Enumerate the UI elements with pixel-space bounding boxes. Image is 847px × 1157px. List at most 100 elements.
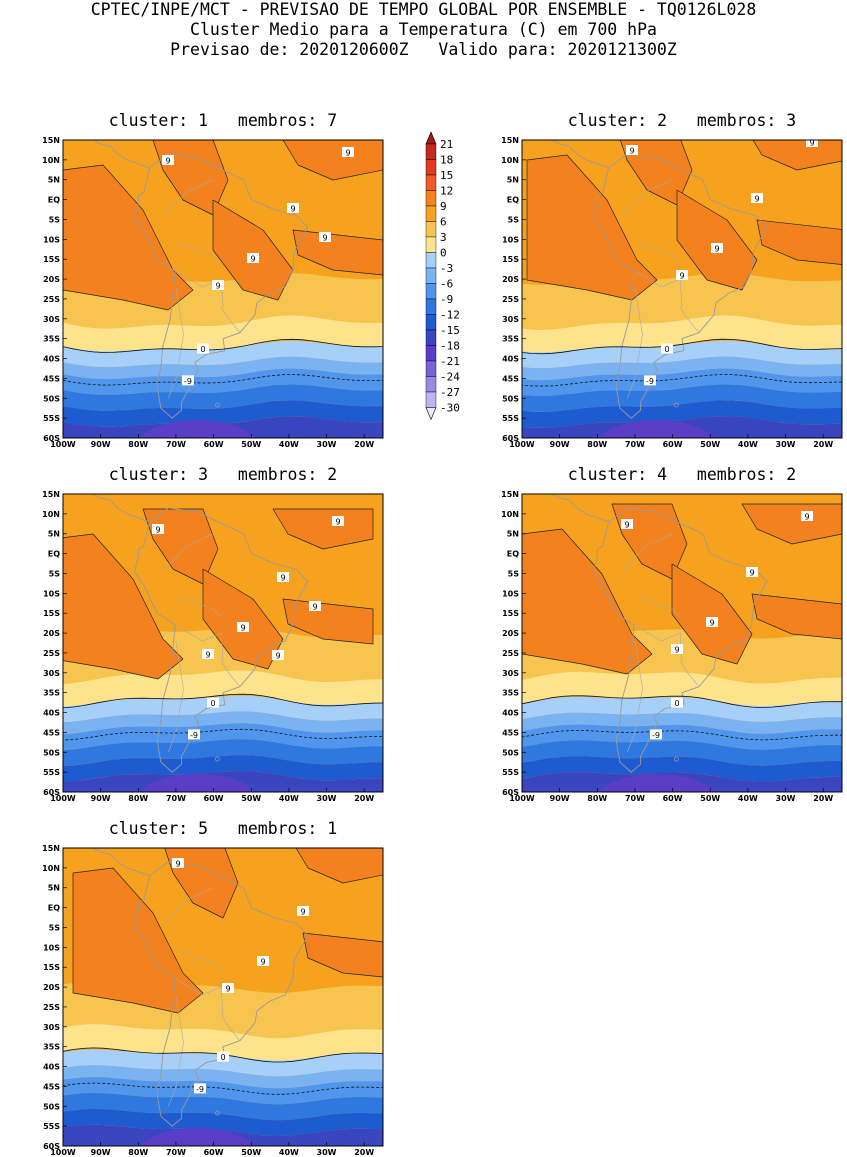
- contour-label-bg: [162, 155, 174, 165]
- contour-label: 9: [250, 255, 255, 264]
- lat-tick-label: 15N: [42, 844, 60, 853]
- lat-tick-label: 25S: [43, 649, 60, 658]
- temperature-band-0C: [522, 315, 842, 354]
- lat-tick-label: 20S: [43, 983, 60, 992]
- lon-tick-label: 90W: [550, 440, 570, 449]
- contour-label: 9: [754, 195, 759, 204]
- temperature-band-minus15C: [63, 400, 383, 427]
- colorbar-tick-label: 3: [440, 231, 447, 244]
- lat-tick-label: 25S: [502, 295, 519, 304]
- lat-tick-label: 60S: [43, 788, 60, 797]
- lat-tick-label: 25S: [502, 649, 519, 658]
- lat-tick-label: 25S: [43, 1003, 60, 1012]
- contour-label-bg: [650, 729, 662, 740]
- colorbar-swatch: [425, 252, 437, 269]
- lon-tick-label: 70W: [166, 440, 186, 449]
- contour-label-bg: [277, 572, 289, 582]
- lon-tick-label: 50W: [700, 440, 720, 449]
- temperature-band-minus6C: [522, 712, 842, 734]
- south-america-coastline: [134, 507, 309, 773]
- lat-tick-label: 15N: [42, 490, 60, 499]
- country-border: [164, 887, 214, 924]
- map-panel-4: 9 9 9 9 9 0 -9 15N 10N 5N EQ 5S 10S 15S 20S 25S 30S 35S 40…: [501, 490, 843, 803]
- lon-tick-label: 30W: [317, 1148, 337, 1157]
- temperature-band-minus15C: [63, 755, 383, 782]
- lat-tick-label: EQ: [48, 904, 60, 913]
- contour-label: 0: [220, 1053, 225, 1062]
- lat-tick-label: 5N: [48, 176, 60, 185]
- lat-tick-label: 30S: [43, 315, 60, 324]
- contour-label-bg: [309, 601, 321, 611]
- lat-tick-label: 45S: [43, 728, 60, 737]
- contour-label-bg: [661, 343, 673, 354]
- lat-tick-label: 10S: [502, 589, 519, 598]
- contour-label: 9: [175, 860, 180, 869]
- country-border: [168, 286, 184, 399]
- central-america-coastline: [92, 494, 150, 523]
- colorbar-swatch: [425, 267, 437, 284]
- lat-tick-label: 20S: [43, 629, 60, 638]
- contour-label: 0: [210, 699, 215, 708]
- lat-tick-label: 10S: [43, 943, 60, 952]
- temperature-region-9C: [63, 533, 184, 680]
- falkland-islands: [214, 756, 220, 762]
- temperature-band-minus3C: [63, 1049, 383, 1077]
- lat-tick-label: 30S: [502, 669, 519, 678]
- country-border: [220, 306, 241, 333]
- map-frame: [62, 493, 384, 793]
- colorbar-swatch: [425, 205, 437, 222]
- temperature-region-9C: [676, 189, 758, 291]
- contour-label-bg: [746, 567, 758, 577]
- lat-tick-label: 50S: [502, 748, 519, 757]
- colorbar-tick-label: 21: [440, 138, 453, 151]
- contour-label-bg: [207, 697, 219, 708]
- temperature-region-9C: [526, 154, 658, 301]
- contour-line-minus9: [63, 374, 383, 386]
- country-border: [623, 179, 673, 216]
- panel-1-title: cluster: 1 membros: 7: [108, 111, 338, 130]
- lat-tick-label: 50S: [43, 1102, 60, 1111]
- contour-label-bg: [247, 253, 259, 263]
- central-america-coastline: [551, 140, 609, 169]
- lon-tick-label: 100W: [509, 794, 535, 803]
- contour-label: 9: [674, 646, 679, 655]
- country-border: [627, 640, 643, 753]
- contour-label: 9: [280, 574, 285, 583]
- lon-tick-label: 100W: [509, 440, 535, 449]
- contour-label-bg: [671, 697, 683, 708]
- country-border: [623, 533, 673, 570]
- lat-tick-label: 55S: [502, 768, 519, 777]
- contour-label-bg: [272, 650, 284, 660]
- lat-tick-label: 55S: [43, 414, 60, 423]
- contour-line-0: [63, 693, 383, 709]
- contour-label-bg: [188, 729, 200, 740]
- contour-label: -9: [184, 377, 192, 386]
- temperature-region-9C: [302, 932, 383, 978]
- lat-tick-label: 60S: [502, 434, 519, 443]
- south-america-coastline: [134, 153, 309, 419]
- lat-tick-label: 35S: [43, 335, 60, 344]
- lat-tick-label: EQ: [507, 196, 519, 205]
- temperature-band-0C: [63, 315, 383, 353]
- country-border: [175, 978, 224, 1015]
- country-border: [220, 660, 241, 687]
- lon-tick-label: 20W: [354, 440, 374, 449]
- contour-label: 0: [664, 345, 669, 354]
- falkland-islands: [673, 402, 679, 408]
- contour-label-bg: [287, 203, 299, 213]
- lon-tick-label: 30W: [776, 794, 796, 803]
- colorbar-tick-label: -9: [440, 293, 453, 306]
- contour-label: 9: [275, 652, 280, 661]
- contour-label-bg: [194, 1083, 206, 1094]
- country-border: [164, 179, 214, 216]
- cold-core: [140, 774, 255, 792]
- panel-5-title: cluster: 5 membros: 1: [108, 819, 338, 838]
- lat-tick-label: 10S: [502, 235, 519, 244]
- temperature-region-9C: [741, 503, 842, 545]
- lat-tick-label: 5S: [49, 923, 61, 932]
- lon-tick-label: 50W: [241, 1148, 261, 1157]
- country-border: [179, 243, 222, 264]
- colorbar-tick-label: 15: [440, 169, 453, 182]
- lat-tick-label: 35S: [502, 689, 519, 698]
- contour-label: 9: [345, 149, 350, 158]
